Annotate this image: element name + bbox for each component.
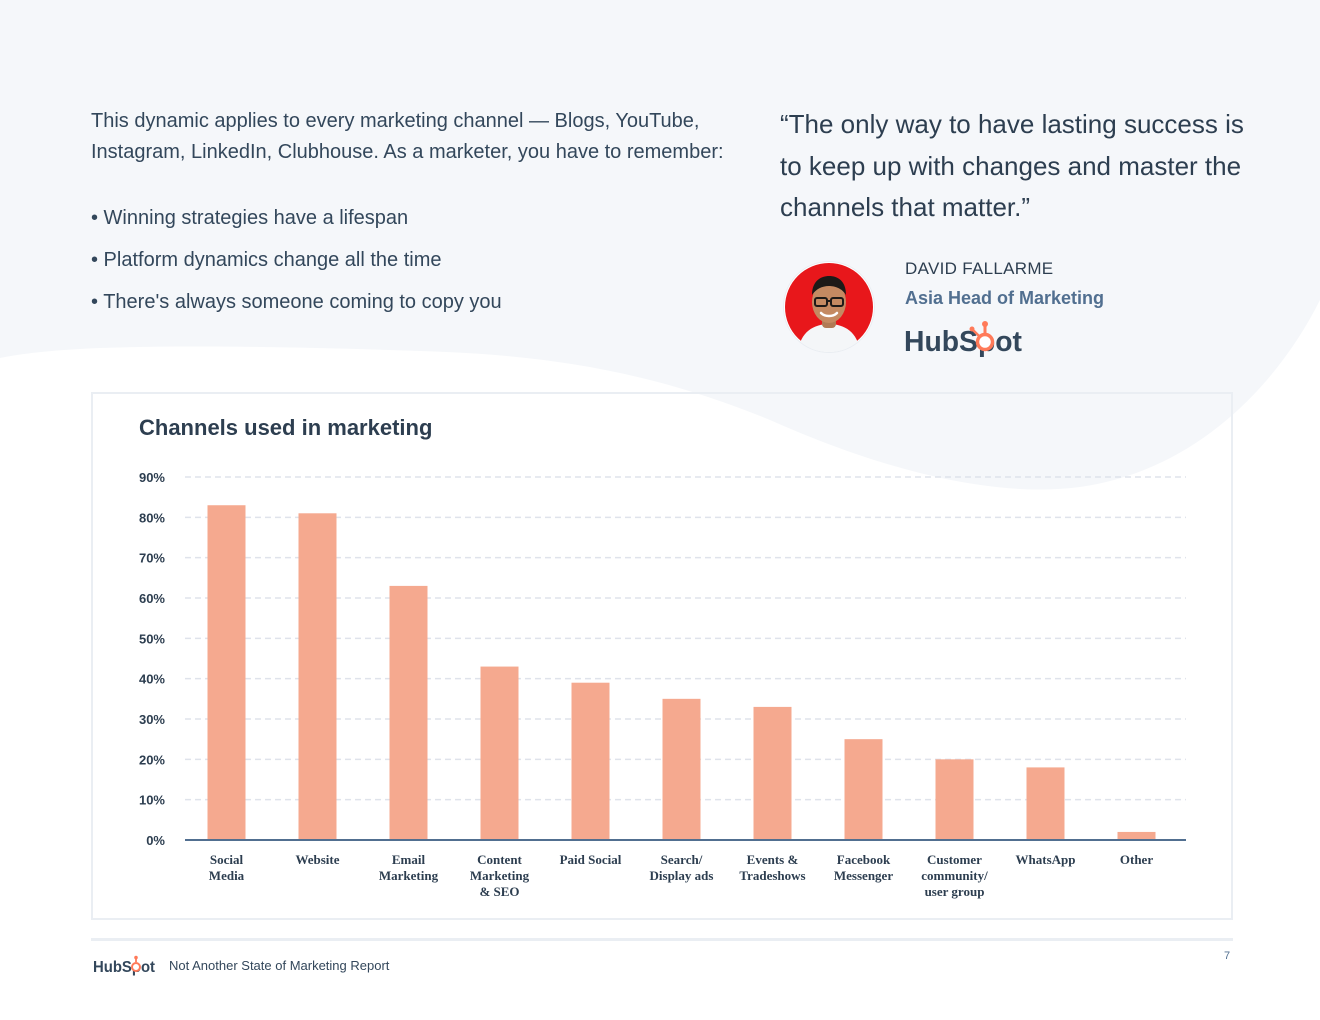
- y-tick-label: 20%: [139, 752, 165, 767]
- bullet-list: • Winning strategies have a lifespan • P…: [91, 197, 502, 323]
- bullet-item: • There's always someone coming to copy …: [91, 291, 502, 313]
- y-tick-label: 90%: [139, 470, 165, 485]
- speaker-name: DAVID FALLARME: [905, 259, 1054, 278]
- y-tick-label: 30%: [139, 712, 165, 727]
- report-title: Not Another State of Marketing Report: [169, 958, 390, 973]
- x-tick-label: Events & Tradeshows: [739, 852, 805, 883]
- speaker-role: Asia Head of Marketing: [905, 288, 1105, 308]
- chart-card: [91, 392, 1233, 920]
- pull-quote: “The only way to have lasting success is…: [780, 109, 1244, 222]
- intro-section: This dynamic applies to every marketing …: [91, 106, 751, 168]
- page-number: 7: [1224, 950, 1231, 962]
- x-tick-label: Paid Social: [560, 852, 622, 867]
- bar: [662, 698, 701, 840]
- x-tick-label: Search/Display ads: [650, 852, 714, 883]
- x-tick-label: Customer community/user group: [921, 852, 988, 899]
- bullet-item: • Platform dynamics change all the time: [91, 249, 442, 271]
- bar: [571, 682, 610, 840]
- bar: [1117, 831, 1156, 840]
- intro-paragraph: This dynamic applies to every marketing …: [91, 110, 724, 163]
- hubspot-logo: HubSpot: [904, 321, 1022, 358]
- y-tick-label: 60%: [139, 591, 165, 606]
- chart-title: Channels used in marketing: [139, 415, 433, 440]
- y-tick-label: 80%: [139, 510, 165, 525]
- x-tick-label: Content Marketing & SEO: [470, 852, 530, 899]
- bullet-item: • Winning strategies have a lifespan: [91, 207, 409, 229]
- y-tick-label: 70%: [139, 551, 165, 566]
- y-tick-label: 0%: [146, 833, 165, 848]
- footer-divider: [91, 938, 1233, 941]
- y-tick-label: 10%: [139, 793, 165, 808]
- x-tick-label: Email Marketing: [379, 852, 439, 883]
- hubspot-logo-small-text: HubSpot: [93, 959, 156, 976]
- x-tick-label: Social Media: [209, 852, 245, 883]
- speaker-avatar: [784, 262, 874, 352]
- bar: [389, 585, 428, 840]
- x-tick-label: WhatsApp: [1016, 852, 1076, 867]
- y-tick-label: 50%: [139, 631, 165, 646]
- bar: [935, 759, 974, 840]
- bar: [207, 505, 246, 840]
- x-tick-label: Facebook Messenger: [834, 852, 893, 883]
- bar: [753, 706, 792, 840]
- x-tick-label: Other: [1120, 852, 1153, 867]
- hubspot-logo-small: HubSpot: [93, 955, 156, 976]
- bar: [844, 739, 883, 840]
- y-tick-label: 40%: [139, 672, 165, 687]
- background-wave: [0, 0, 1320, 520]
- bar: [1026, 767, 1065, 840]
- hubspot-logo-text: HubSpot: [904, 326, 1022, 358]
- bar: [480, 666, 519, 840]
- bar: [298, 513, 337, 840]
- x-tick-label: Website: [295, 852, 339, 867]
